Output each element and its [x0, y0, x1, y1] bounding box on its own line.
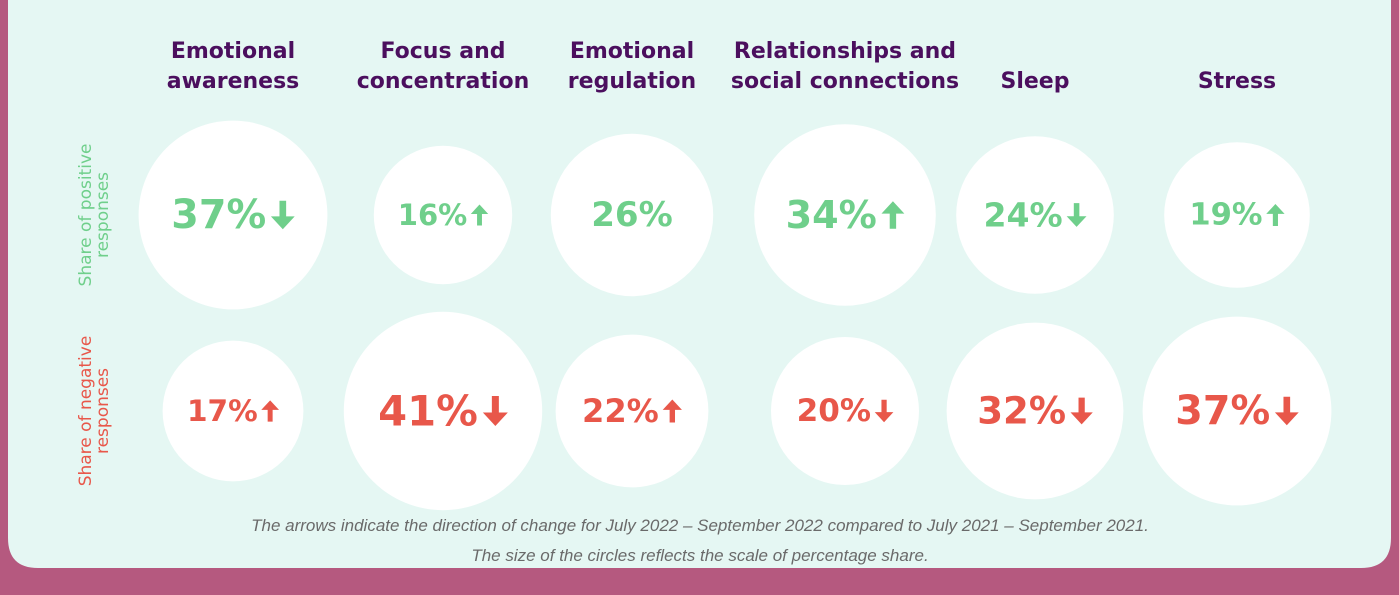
trend-arrow — [1266, 203, 1285, 227]
value-label: 19% — [1189, 198, 1262, 233]
value-label: 24% — [983, 196, 1062, 235]
value-label: 16% — [398, 198, 468, 232]
value-label: 37% — [171, 192, 266, 238]
trend-arrow — [874, 399, 894, 423]
column-header: Relationships and — [734, 39, 956, 64]
column-header: social connections — [731, 69, 959, 94]
row-label: responses — [93, 172, 113, 258]
bubble — [550, 133, 714, 297]
column-header: Sleep — [1001, 69, 1070, 94]
note: The arrows indicate the direction of cha… — [251, 516, 1149, 535]
bubble — [373, 145, 513, 285]
column-header: Stress — [1198, 69, 1276, 94]
value-label: 41% — [378, 387, 478, 436]
bubble — [162, 340, 304, 482]
value-label: 37% — [1175, 388, 1270, 434]
trend-arrow — [881, 201, 905, 229]
bubble — [754, 124, 936, 306]
trend-arrow — [1274, 396, 1299, 426]
note: The size of the circles reflects the sca… — [471, 546, 928, 565]
column-header: regulation — [568, 69, 696, 94]
bubble — [138, 120, 328, 310]
column-header: Focus and — [381, 39, 506, 64]
value-label: 26% — [591, 195, 673, 235]
value-label: 34% — [786, 193, 877, 237]
column-header: Emotional — [171, 39, 295, 64]
trend-arrow — [261, 400, 280, 422]
row-label: responses — [93, 368, 113, 454]
bubble — [1142, 316, 1332, 506]
row-label: Share of negative — [76, 336, 96, 487]
trend-arrow — [1066, 203, 1087, 227]
column-header: awareness — [167, 69, 300, 94]
bubble — [1164, 142, 1310, 288]
trend-arrow — [662, 399, 682, 423]
bubble — [343, 311, 543, 511]
value-label: 20% — [797, 393, 871, 429]
bubble — [946, 322, 1124, 500]
column-header: Emotional — [570, 39, 694, 64]
bubble — [555, 334, 709, 488]
value-label: 17% — [187, 394, 258, 428]
value-label: 22% — [582, 392, 659, 430]
trend-arrow — [470, 204, 489, 226]
trend-arrow — [1070, 397, 1093, 425]
value-label: 32% — [977, 390, 1066, 433]
trend-arrow — [482, 396, 508, 426]
trend-arrow — [270, 200, 295, 230]
column-header: concentration — [357, 69, 530, 94]
row-label: Share of positive — [76, 144, 96, 287]
bubble — [771, 337, 919, 485]
bubble — [956, 136, 1114, 294]
